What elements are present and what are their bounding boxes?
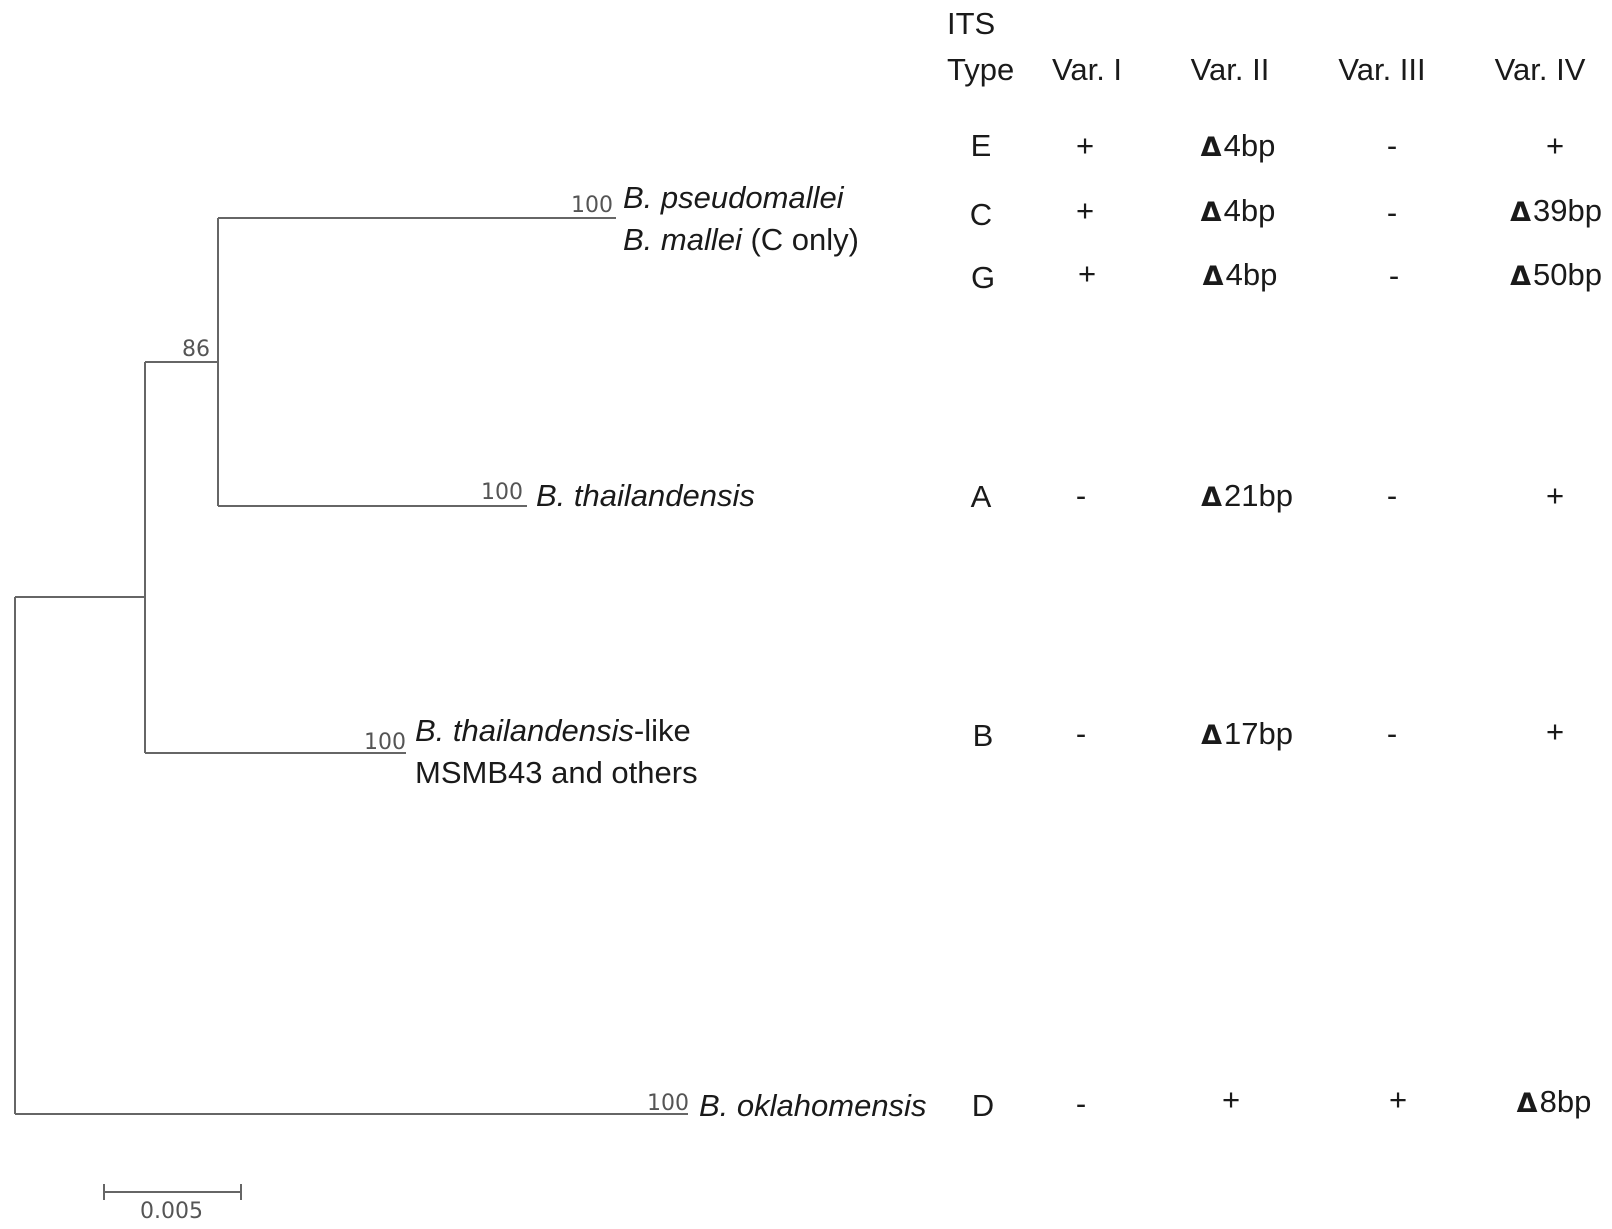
taxon-name-italic: B. thailandensis [536, 478, 755, 513]
taxon-label-msmb43: MSMB43 and others [415, 755, 698, 791]
row-d-var-iii: + [1388, 1082, 1408, 1117]
taxon-label-mallei: B. mallei (C only) [623, 222, 859, 258]
row-c-type: C [969, 197, 993, 232]
taxon-name-italic: B. thailandensis [415, 713, 634, 748]
row-b-var-iii: - [1386, 716, 1398, 751]
bootstrap-oklahomensis: 100 [647, 1091, 689, 1116]
deletion-size: 21bp [1223, 478, 1293, 513]
row-b-var-iv: + [1545, 714, 1565, 749]
bootstrap-pseudomallei: 100 [571, 193, 613, 218]
row-d-var-i: - [1075, 1086, 1087, 1121]
scale-bar-label: 0.005 [140, 1199, 203, 1224]
row-e-var-ii: Δ4bp [1201, 128, 1276, 166]
row-d-var-ii: + [1221, 1082, 1241, 1117]
row-d-var-iv: Δ8bp [1517, 1084, 1592, 1122]
row-b-type: B [972, 718, 994, 753]
taxon-label-thailandensis: B. thailandensis [536, 478, 755, 514]
row-a-var-i: - [1075, 478, 1087, 513]
row-a-type: A [970, 479, 992, 514]
row-c-var-i: + [1075, 193, 1095, 228]
row-g-var-iii: - [1388, 258, 1400, 293]
row-e-var-iv: + [1545, 128, 1565, 163]
bootstrap-thailandensis: 100 [481, 480, 523, 505]
taxon-label-thailandensis-like: B. thailandensis-like [415, 713, 691, 749]
taxon-name-plain: -like [633, 713, 691, 748]
row-a-var-iv: + [1545, 478, 1565, 513]
delta-symbol: Δ [1510, 261, 1531, 292]
row-b-var-ii: Δ17bp [1201, 716, 1293, 754]
deletion-size: 39bp [1532, 193, 1602, 228]
taxon-name-plain: MSMB43 and others [415, 755, 698, 790]
row-b-var-i: - [1075, 716, 1087, 751]
header-var-ii: Var. II [1190, 52, 1270, 87]
row-a-var-ii: Δ21bp [1201, 478, 1293, 516]
header-type: Type [947, 52, 1015, 87]
taxon-name-italic: B. pseudomallei [623, 180, 844, 215]
row-c-var-iii: - [1386, 195, 1398, 230]
bootstrap-thailandensis-like: 100 [364, 730, 406, 755]
row-e-type: E [970, 128, 992, 163]
deletion-size: 17bp [1223, 716, 1293, 751]
row-g-type: G [970, 260, 996, 295]
deletion-size: 50bp [1532, 257, 1602, 292]
header-var-iv: Var. IV [1494, 52, 1586, 87]
row-d-type: D [971, 1088, 995, 1123]
row-e-var-iii: - [1386, 128, 1398, 163]
row-c-var-ii: Δ4bp [1201, 193, 1276, 231]
bootstrap-node-86: 86 [182, 337, 210, 362]
taxon-name-plain: (C only) [741, 222, 860, 257]
delta-symbol: Δ [1201, 720, 1222, 751]
delta-symbol: Δ [1200, 197, 1222, 228]
taxon-name-italic: B. oklahomensis [699, 1088, 927, 1123]
row-a-var-iii: - [1386, 478, 1398, 513]
deletion-size: 8bp [1539, 1084, 1592, 1119]
delta-symbol: Δ [1200, 132, 1222, 163]
row-g-var-iv: Δ50bp [1510, 257, 1602, 295]
delta-symbol: Δ [1202, 261, 1224, 292]
taxon-name-italic: B. mallei [623, 222, 742, 257]
taxon-label-oklahomensis: B. oklahomensis [699, 1088, 926, 1124]
deletion-size: 4bp [1223, 193, 1276, 228]
header-var-iii: Var. III [1338, 52, 1426, 87]
header-var-i: Var. I [1051, 52, 1123, 87]
row-g-var-ii: Δ4bp [1203, 257, 1278, 295]
header-its: ITS [947, 6, 996, 41]
delta-symbol: Δ [1510, 197, 1531, 228]
delta-symbol: Δ [1201, 482, 1222, 513]
delta-symbol: Δ [1516, 1088, 1538, 1119]
row-c-var-iv: Δ39bp [1510, 193, 1602, 231]
deletion-size: 4bp [1225, 257, 1278, 292]
taxon-label-pseudomallei: B. pseudomallei [623, 180, 844, 216]
row-g-var-i: + [1077, 256, 1097, 291]
deletion-size: 4bp [1223, 128, 1276, 163]
row-e-var-i: + [1075, 128, 1095, 163]
